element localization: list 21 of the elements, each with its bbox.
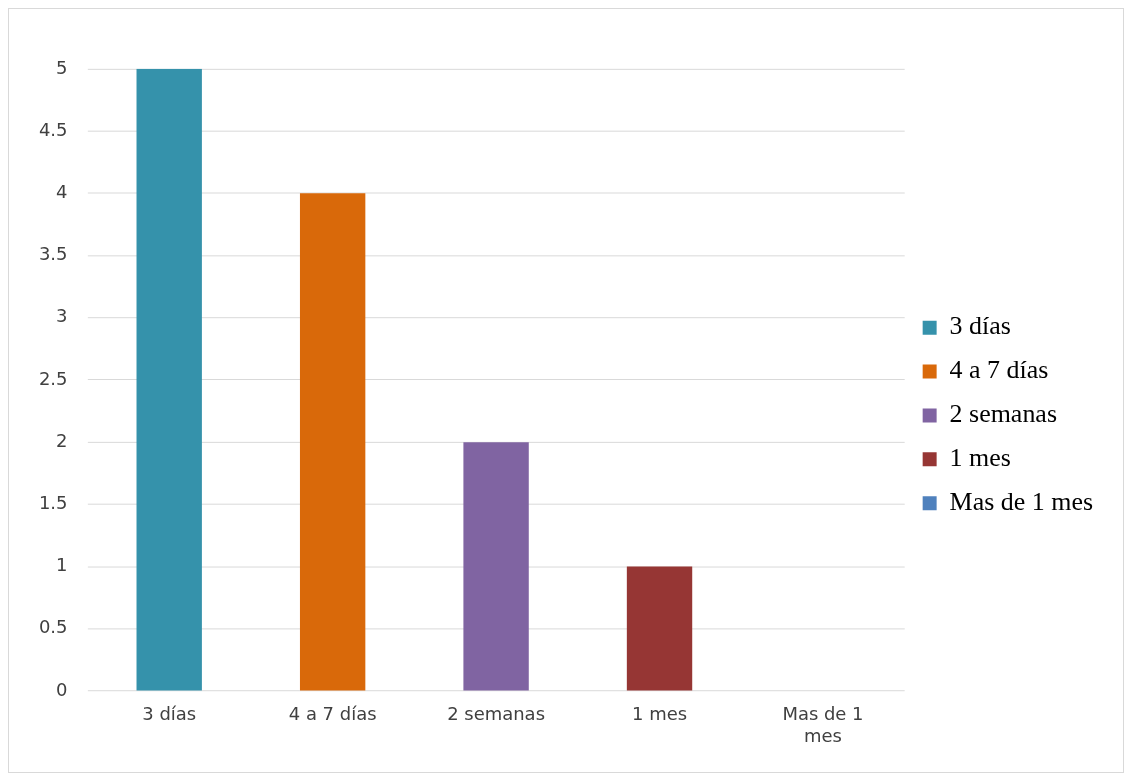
x-tick-label: 1 mes — [632, 703, 688, 725]
y-tick-label: 4.5 — [38, 118, 68, 140]
x-tick-label: 2 semanas — [447, 703, 545, 725]
y-tick-label: 1.5 — [38, 492, 68, 514]
y-tick-label: 3 — [56, 305, 68, 327]
legend-label: 3 días — [949, 311, 1011, 341]
y-tick-label: 2.5 — [38, 367, 68, 389]
legend-label: Mas de 1 mes — [949, 487, 1094, 517]
y-tick-label: 0.5 — [38, 616, 68, 638]
y-tick-label: 1 — [56, 554, 68, 576]
legend-label: 1 mes — [949, 443, 1011, 473]
legend-label: 2 semanas — [949, 399, 1057, 429]
y-tick-label: 4 — [56, 180, 68, 202]
legend-label: 4 a 7 días — [949, 355, 1049, 385]
y-tick-label: 0 — [56, 678, 68, 700]
y-tick-label: 2 — [56, 429, 68, 451]
y-tick-label: 3.5 — [38, 243, 68, 265]
x-tick-label: Mas de 1 mes — [782, 703, 864, 746]
x-tick-label: 4 a 7 días — [288, 703, 377, 725]
y-tick-label: 5 — [56, 56, 68, 78]
x-tick-label: 3 días — [142, 703, 197, 725]
